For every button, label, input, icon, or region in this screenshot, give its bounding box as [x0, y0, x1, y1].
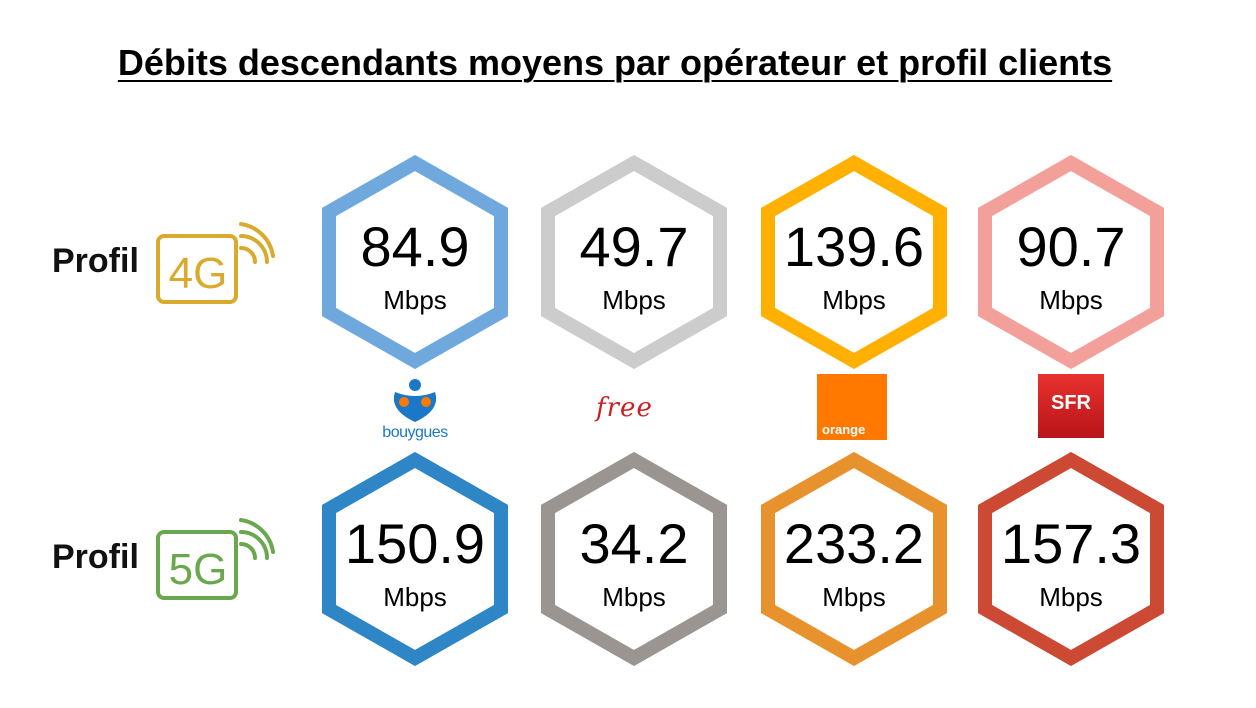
speed-unit: Mbps [1039, 285, 1103, 315]
orange-logo: orange [817, 374, 887, 440]
sfr-logo-text: SFR [1051, 392, 1091, 414]
speed-unit: Mbps [383, 285, 447, 315]
speed-value: 90.7 [1016, 215, 1126, 278]
hex-5g-sfr: 157.3 Mbps [977, 452, 1165, 666]
speed-unit: Mbps [1039, 582, 1103, 612]
bouygues-mark-icon [393, 379, 437, 422]
5g-signal-icon: 5G [156, 518, 275, 600]
row-label-4g: Profil 4G [50, 222, 280, 312]
5g-badge-text: 5G [169, 545, 228, 594]
4g-signal-icon: 4G [156, 222, 275, 304]
hex-5g-free: 34.2 Mbps [540, 452, 728, 666]
speed-unit: Mbps [822, 285, 886, 315]
speed-unit: Mbps [602, 582, 666, 612]
free-logo-text: free [596, 393, 653, 423]
bouygues-logo: bouygues [373, 378, 457, 444]
hex-4g-orange: 139.6 Mbps [760, 155, 948, 369]
free-logo: free [596, 393, 676, 429]
profil-label: Profil [52, 242, 139, 280]
speed-unit: Mbps [383, 582, 447, 612]
speed-unit: Mbps [822, 582, 886, 612]
bouygues-logo-text: bouygues [382, 424, 448, 441]
speed-value: 233.2 [783, 512, 925, 575]
4g-badge-text: 4G [169, 249, 228, 298]
speed-value: 34.2 [579, 512, 689, 575]
speed-value: 139.6 [783, 215, 925, 278]
speed-value: 157.3 [1000, 512, 1142, 575]
hex-5g-orange: 233.2 Mbps [760, 452, 948, 666]
hex-4g-free: 49.7 Mbps [540, 155, 728, 369]
speed-value: 150.9 [344, 512, 486, 575]
hex-4g-sfr: 90.7 Mbps [977, 155, 1165, 369]
speed-value: 84.9 [360, 215, 470, 278]
sfr-logo: SFR [1038, 374, 1104, 438]
speed-value: 49.7 [579, 215, 689, 278]
orange-logo-text: orange [822, 422, 866, 437]
profil-label: Profil [52, 538, 139, 576]
page-title: Débits descendants moyens par opérateur … [117, 42, 1113, 83]
speed-unit: Mbps [602, 285, 666, 315]
row-label-5g: Profil 5G [50, 518, 280, 608]
hex-4g-bouygues: 84.9 Mbps [321, 155, 509, 369]
hex-5g-bouygues: 150.9 Mbps [321, 452, 509, 666]
